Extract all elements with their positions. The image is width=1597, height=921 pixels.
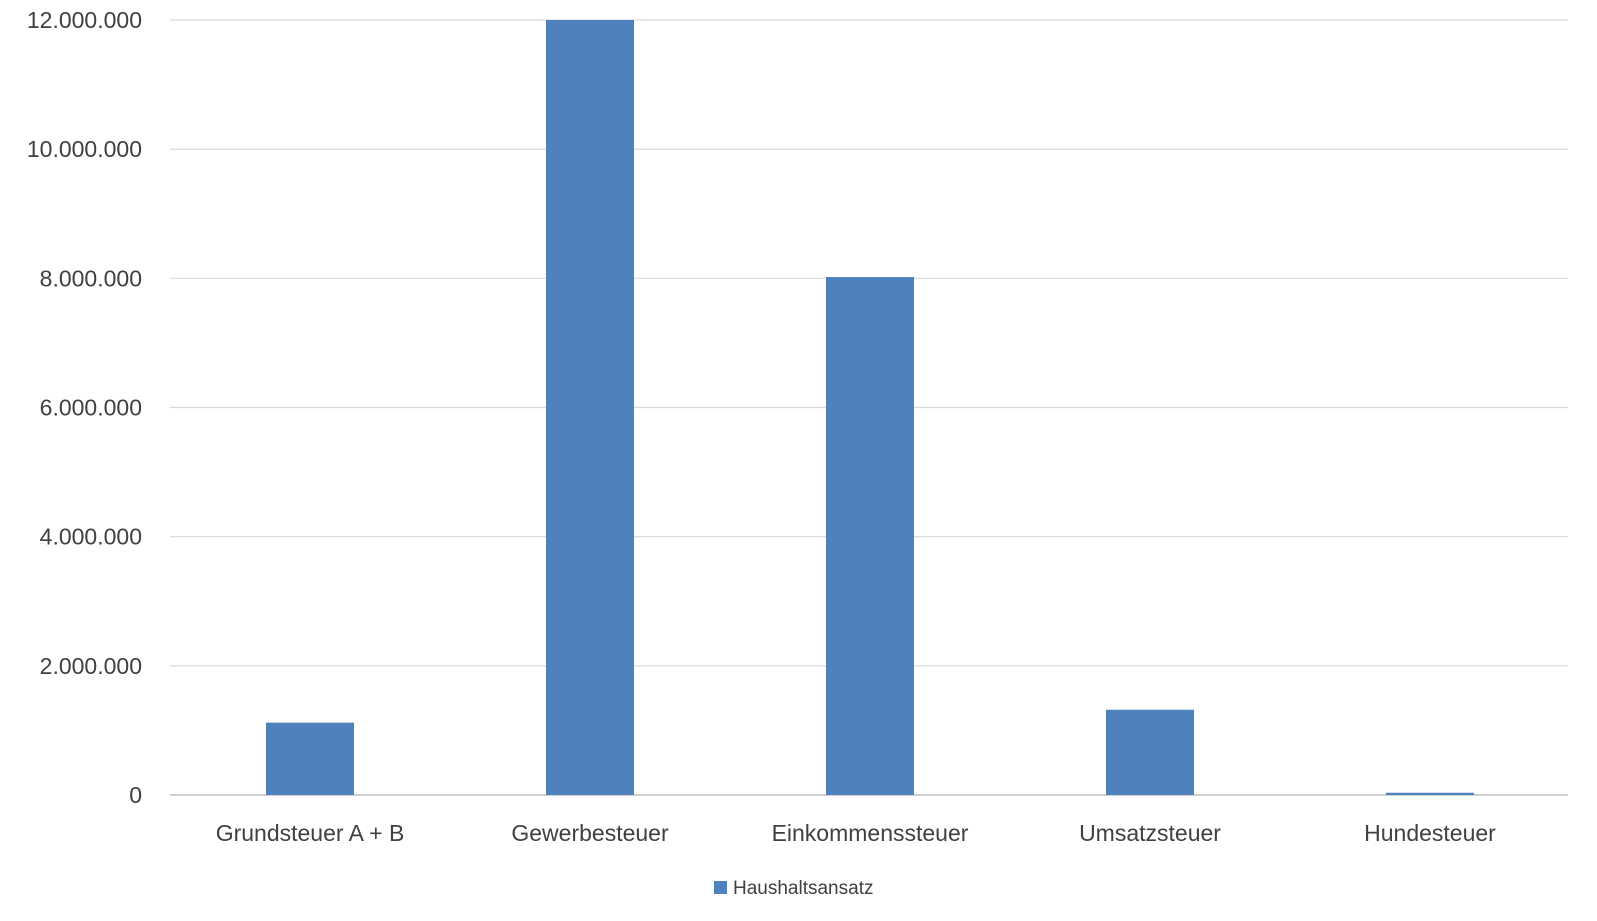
x-tick-label: Umsatzsteuer: [1079, 820, 1221, 846]
x-tick-label: Einkommenssteuer: [772, 820, 969, 846]
legend: Haushaltsansatz: [714, 878, 873, 899]
y-tick-label: 10.000.000: [27, 136, 142, 162]
y-tick-label: 0: [129, 782, 142, 808]
bars: [266, 20, 1474, 796]
y-tick-label: 4.000.000: [40, 524, 142, 550]
bar: [1386, 792, 1474, 795]
y-tick-label: 2.000.000: [40, 653, 142, 679]
bar: [1106, 709, 1194, 795]
y-tick-label: 12.000.000: [27, 7, 142, 33]
bar: [546, 20, 634, 795]
bar: [826, 277, 914, 796]
legend-label: Haushaltsansatz: [733, 878, 873, 899]
y-tick-label: 6.000.000: [40, 395, 142, 421]
x-tick-label: Grundsteuer A + B: [216, 820, 405, 846]
legend-swatch: [714, 881, 727, 894]
bar: [266, 722, 354, 795]
y-axis-tick-labels: 0 2.000.000 4.000.000 6.000.000 8.000.000 10.…: [27, 7, 142, 808]
x-tick-label: Gewerbesteuer: [511, 820, 669, 846]
x-axis-category-labels: Grundsteuer A + B Gewerbesteuer Einkommens…: [216, 820, 1496, 846]
x-tick-label: Hundesteuer: [1364, 820, 1496, 846]
y-tick-label: 8.000.000: [40, 265, 142, 291]
